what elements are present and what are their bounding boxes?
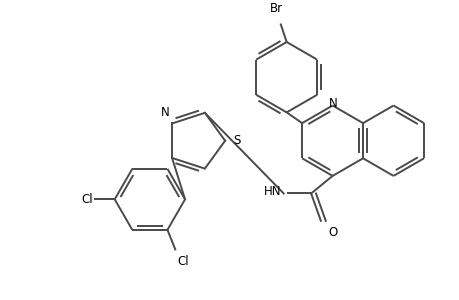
Text: HN: HN xyxy=(264,185,281,198)
Text: Br: Br xyxy=(270,2,283,15)
Text: N: N xyxy=(160,106,169,118)
Text: S: S xyxy=(232,134,240,147)
Text: O: O xyxy=(328,226,337,239)
Text: Cl: Cl xyxy=(81,193,93,206)
Text: Cl: Cl xyxy=(177,255,189,268)
Text: N: N xyxy=(329,97,337,110)
